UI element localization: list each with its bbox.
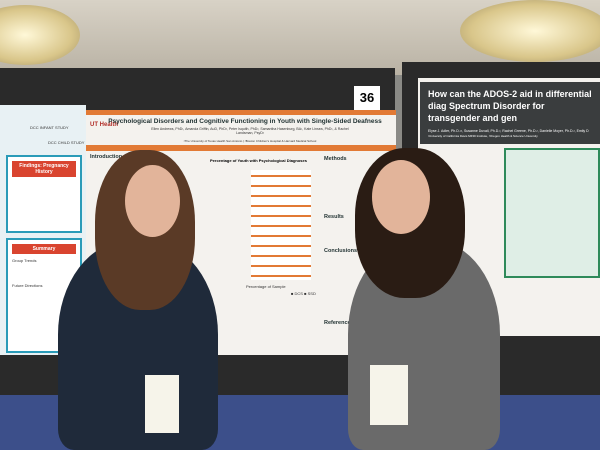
findings-title: Findings: Pregnancy History bbox=[12, 161, 76, 177]
ut-health-logo: UT Health bbox=[90, 122, 119, 128]
poster-right-affiliations: ¹University of California Davis MIND Ins… bbox=[428, 134, 538, 138]
person-right-face bbox=[372, 160, 430, 234]
chart-xlabel: Percentage of Sample bbox=[246, 284, 286, 289]
poster-right-title: How can the ADOS-2 aid in differential d… bbox=[428, 89, 592, 123]
person-left-face bbox=[125, 165, 180, 237]
results-table bbox=[504, 148, 600, 278]
section-methods: Methods bbox=[324, 156, 347, 162]
section-conclusions: Conclusions bbox=[324, 248, 358, 254]
board-number: 36 bbox=[354, 86, 380, 110]
poster-right-authors: Elyse J. Adler, Ph.D.¹², Susanne Duvall,… bbox=[428, 129, 589, 133]
logo-infant: DCC INFANT STUDY bbox=[30, 125, 69, 130]
name-badge-left bbox=[145, 375, 179, 433]
poster-affiliations: ¹The University of Texas Health San Anto… bbox=[183, 139, 317, 143]
summary-title: Summary bbox=[12, 244, 76, 254]
logo-child: DCC CHILD STUDY bbox=[48, 140, 85, 145]
chart-title: Percentage of Youth with Psychological D… bbox=[210, 158, 307, 163]
section-results: Results bbox=[324, 214, 344, 220]
chart-bars bbox=[251, 170, 311, 280]
poster-right-header: How can the ADOS-2 aid in differential d… bbox=[420, 82, 600, 144]
group-trends: Group Trends bbox=[12, 258, 37, 263]
poster-title: Psychological Disorders and Cognitive Fu… bbox=[108, 118, 382, 125]
name-badge-right bbox=[370, 365, 408, 425]
poster-authors: Ellen Andrews, PhD¹, Amanda Griffin, AuD… bbox=[151, 127, 349, 135]
section-introduction: Introduction bbox=[90, 154, 123, 160]
future-directions: Future Directions bbox=[12, 283, 43, 288]
section-references: References bbox=[324, 320, 354, 326]
chart-legend: ■ DCS ■ SSD bbox=[291, 291, 316, 296]
chandelier-right bbox=[460, 0, 600, 62]
